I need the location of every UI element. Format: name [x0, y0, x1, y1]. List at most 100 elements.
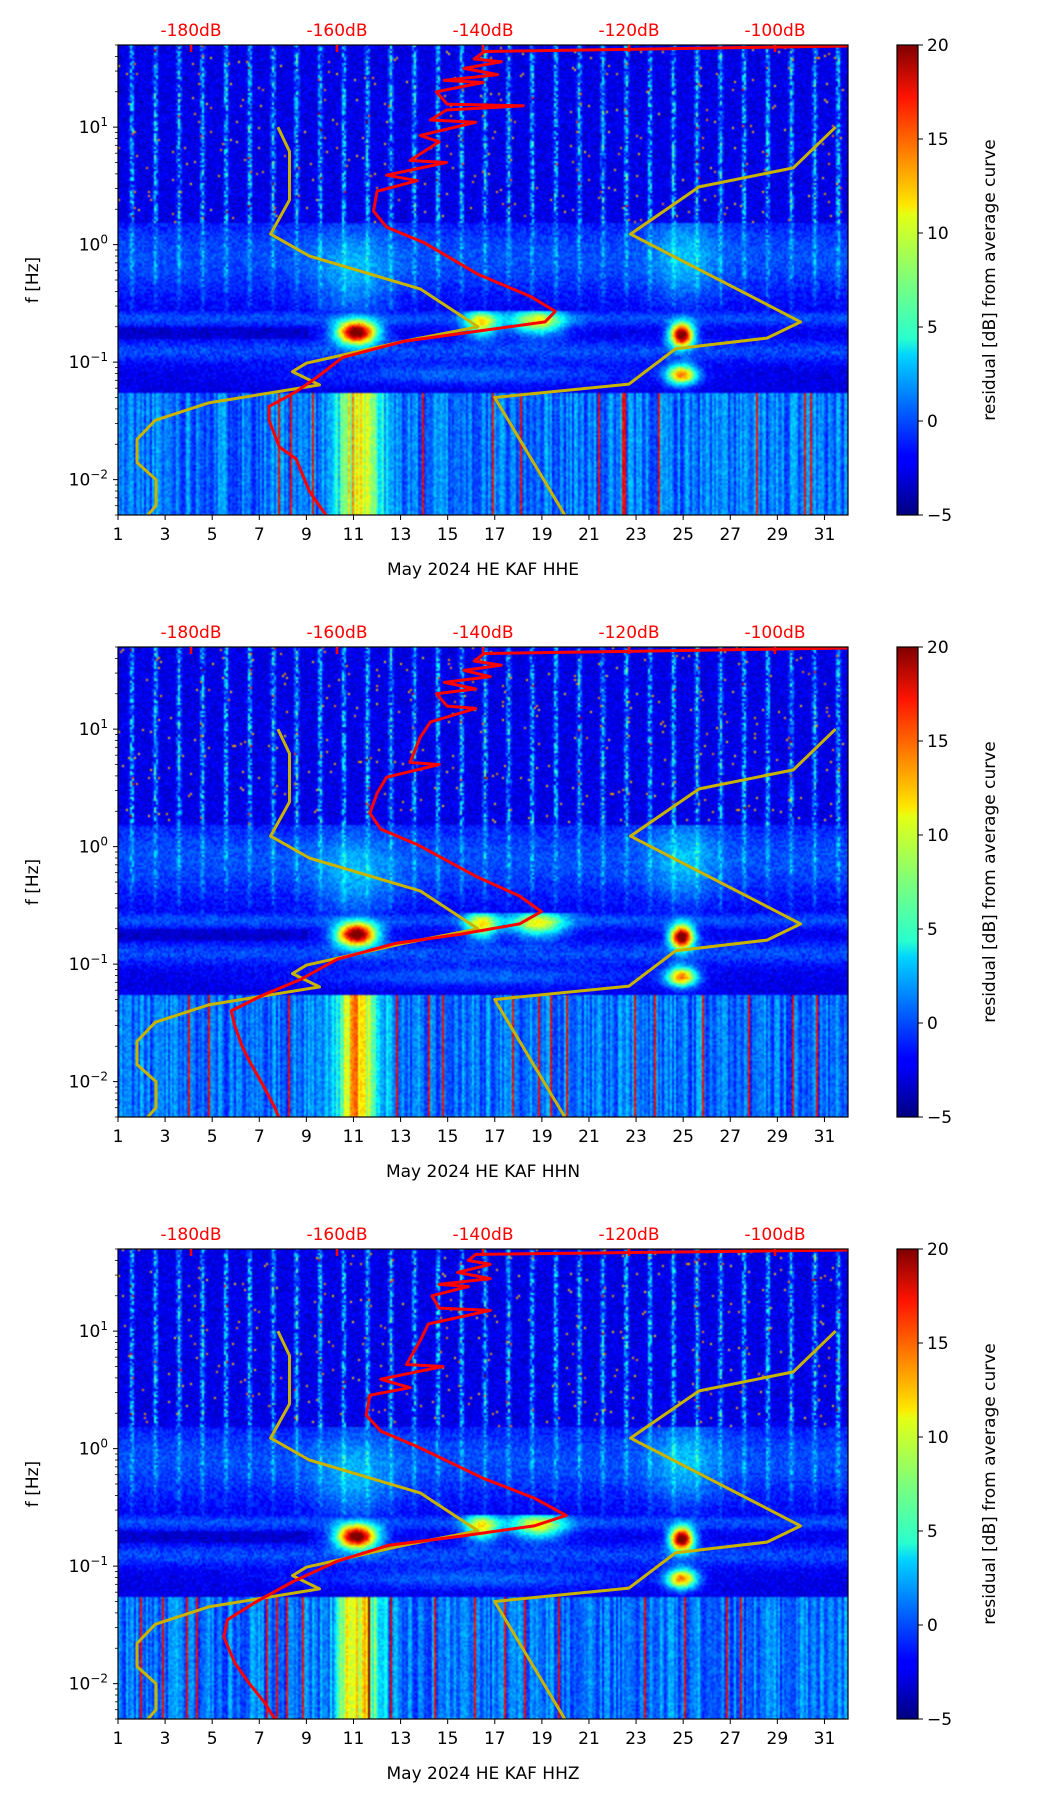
x-tick-label: 15 [437, 1127, 459, 1147]
y-tick-base: 10 [79, 720, 101, 740]
colorbar [896, 646, 919, 1118]
x-tick-label: 25 [672, 1729, 694, 1749]
colorbar-label: residual [dB] from average curve [980, 139, 1000, 420]
y-tick-exponent: 1 [100, 115, 108, 129]
x-tick-label: 27 [719, 1729, 741, 1749]
colorbar-tick-label: −5 [927, 1108, 952, 1128]
x-tick-label: 21 [578, 525, 600, 545]
colorbar-label: residual [dB] from average curve [980, 741, 1000, 1022]
top-db-label: -160dB [306, 1225, 367, 1245]
y-tick-label: 10−2 [69, 1070, 108, 1093]
y-tick-base: 10 [79, 118, 101, 138]
x-tick-label: 7 [254, 1127, 265, 1147]
colorbar [896, 1248, 919, 1720]
x-tick-label: 1 [113, 1729, 124, 1749]
colorbar-tick-label: −5 [927, 506, 952, 526]
colorbar-tick-label: 0 [927, 412, 938, 432]
x-tick-label: 3 [160, 1127, 171, 1147]
top-db-label: -120dB [598, 1225, 659, 1245]
colorbar-label: residual [dB] from average curve [980, 1343, 1000, 1624]
y-tick-label: 10−2 [69, 1672, 108, 1695]
y-tick-base: 10 [69, 1073, 91, 1093]
y-tick-base: 10 [69, 1557, 91, 1577]
colorbar-tick-label: 15 [927, 732, 949, 752]
x-tick-label: 11 [343, 1127, 365, 1147]
y-tick-label: 10−1 [69, 952, 108, 975]
x-tick-label: 19 [531, 1127, 553, 1147]
average-curve-line [267, 44, 849, 516]
colorbar-tick-label: 0 [927, 1014, 938, 1034]
high-noise-model-line [493, 126, 837, 516]
x-tick-label: 31 [814, 525, 836, 545]
top-db-label: -160dB [306, 21, 367, 41]
top-db-label: -140dB [452, 21, 513, 41]
x-tick-label: 9 [301, 525, 312, 545]
x-tick-label: 7 [254, 1729, 265, 1749]
y-tick-label: 101 [79, 717, 108, 740]
x-tick-label: 11 [343, 525, 365, 545]
y-tick-label: 101 [79, 1319, 108, 1342]
x-tick-label: 5 [207, 1127, 218, 1147]
y-axis-label: f [Hz] [23, 257, 43, 303]
top-db-label: -120dB [598, 623, 659, 643]
x-tick-label: 1 [113, 525, 124, 545]
y-tick-base: 10 [69, 1675, 91, 1695]
x-tick-label: 3 [160, 1729, 171, 1749]
colorbar-tick-label: 20 [927, 36, 949, 56]
y-tick-exponent: 0 [100, 233, 108, 247]
y-tick-base: 10 [69, 353, 91, 373]
low-noise-model-line [135, 1330, 480, 1720]
y-tick-label: 100 [79, 233, 108, 256]
x-tick-label: 29 [767, 525, 789, 545]
y-tick-exponent: −2 [90, 1070, 108, 1084]
colorbar-tick-label: 20 [927, 638, 949, 658]
x-tick-label: 23 [625, 525, 647, 545]
spectrogram-image-hhe [118, 45, 848, 515]
top-db-label: -180dB [160, 21, 221, 41]
y-tick-label: 10−2 [69, 468, 108, 491]
x-tick-label: 11 [343, 1729, 365, 1749]
colorbar-tick-label: 5 [927, 920, 938, 940]
x-tick-label: 15 [437, 1729, 459, 1749]
y-tick-base: 10 [79, 1440, 101, 1460]
y-tick-label: 100 [79, 835, 108, 858]
x-tick-label: 5 [207, 525, 218, 545]
y-tick-exponent: −1 [90, 350, 108, 364]
y-tick-label: 100 [79, 1437, 108, 1460]
x-tick-label: 3 [160, 525, 171, 545]
y-tick-exponent: −2 [90, 468, 108, 482]
colorbar-tick-label: 15 [927, 130, 949, 150]
y-tick-exponent: 0 [100, 835, 108, 849]
y-axis-label: f [Hz] [23, 1461, 43, 1507]
top-db-label: -160dB [306, 623, 367, 643]
spectrogram-image-hhz [118, 1249, 848, 1719]
x-tick-label: 13 [390, 1729, 412, 1749]
x-tick-label: 25 [672, 1127, 694, 1147]
x-tick-label: 17 [484, 1729, 506, 1749]
x-axis-label: May 2024 HE KAF HHE [387, 560, 579, 580]
top-db-label: -120dB [598, 21, 659, 41]
x-tick-label: 23 [625, 1729, 647, 1749]
y-tick-base: 10 [69, 955, 91, 975]
x-tick-label: 21 [578, 1127, 600, 1147]
x-tick-label: 7 [254, 525, 265, 545]
colorbar-tick-label: 10 [927, 1428, 949, 1448]
top-db-label: -140dB [452, 623, 513, 643]
top-db-label: -180dB [160, 623, 221, 643]
colorbar-tick-label: 5 [927, 1522, 938, 1542]
y-tick-base: 10 [79, 236, 101, 256]
average-curve-line [229, 646, 849, 1118]
x-tick-label: 19 [531, 525, 553, 545]
colorbar-tick-label: 10 [927, 224, 949, 244]
colorbar-tick-label: 0 [927, 1616, 938, 1636]
low-noise-model-line [135, 126, 480, 516]
y-tick-exponent: 0 [100, 1437, 108, 1451]
x-tick-label: 9 [301, 1127, 312, 1147]
x-tick-label: 29 [767, 1127, 789, 1147]
colorbar-tick-label: 10 [927, 826, 949, 846]
x-tick-label: 17 [484, 525, 506, 545]
y-tick-exponent: 1 [100, 717, 108, 731]
y-tick-base: 10 [69, 471, 91, 491]
